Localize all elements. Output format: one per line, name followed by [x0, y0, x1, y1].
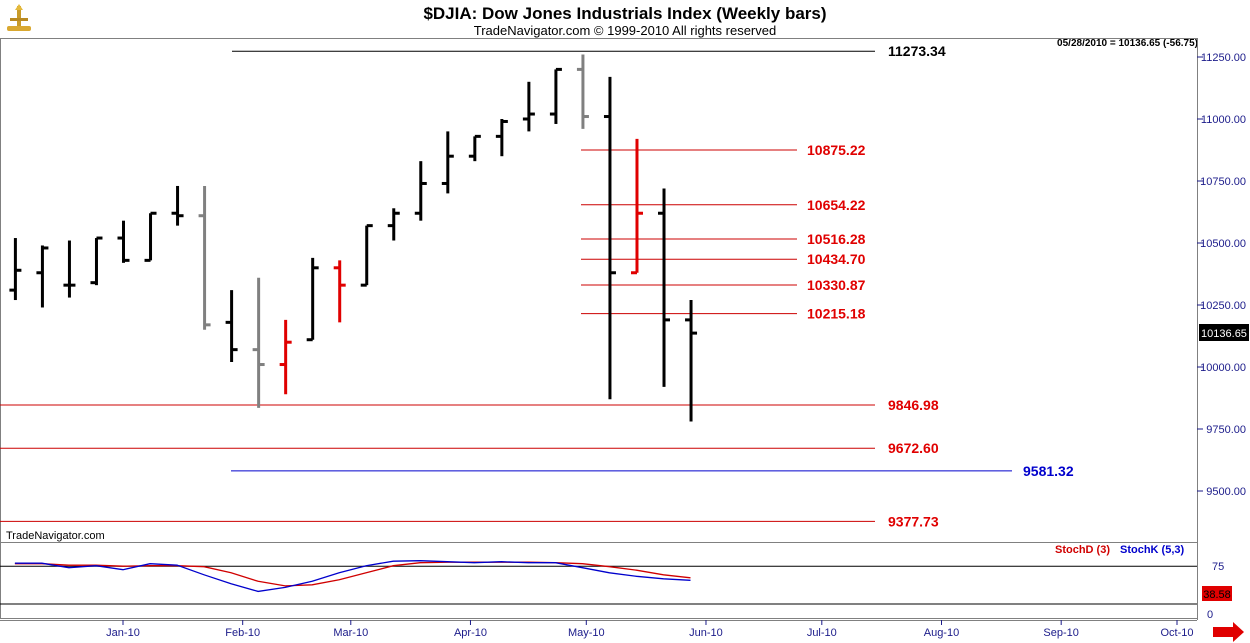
chart-title: $DJIA: Dow Jones Industrials Index (Week…	[423, 4, 827, 23]
ohlc-bar	[387, 208, 400, 241]
ohlc-bar	[549, 67, 562, 124]
level-label: 11273.34	[888, 43, 946, 59]
level-label: 10434.70	[807, 251, 866, 267]
ohlc-bar	[171, 185, 184, 226]
ohlc-bar	[90, 236, 103, 286]
main-panel-frame	[0, 38, 1198, 543]
x-tick-label: Jul-10	[807, 627, 837, 639]
level-label: 10654.22	[807, 197, 866, 213]
ohlc-bar	[603, 76, 616, 400]
price-levels: 11273.34 10875.22 10654.22 10516.28 10434.70…	[0, 43, 1074, 529]
ohlc-bar	[658, 188, 671, 387]
x-tick-label: Aug-10	[924, 627, 959, 639]
x-tick-label: Jan-10	[106, 627, 140, 639]
ohlc-bar	[279, 319, 292, 395]
ohlc-bar	[36, 245, 49, 308]
y-tick-label: 10500.00	[1200, 238, 1246, 250]
stoch-k-legend: StochK (5,3)	[1120, 544, 1185, 556]
ohlc-bar	[685, 300, 698, 422]
stoch-d-line	[14, 561, 691, 587]
stoch-value-tag-bg	[1202, 586, 1232, 601]
stoch-d-legend: StochD (3)	[1055, 544, 1110, 556]
level-label: 10516.28	[807, 231, 866, 247]
ohlc-bar	[441, 131, 454, 194]
y-tick-label: 11000.00	[1201, 114, 1246, 126]
last-price-status: 05/28/2010 = 10136.65 (-56.75)	[1057, 38, 1198, 49]
level-label: 10875.22	[807, 142, 866, 158]
x-tick-label: Oct-10	[1160, 627, 1193, 639]
level-label: 10330.87	[807, 277, 866, 293]
stoch-k-line	[14, 560, 691, 593]
watermark: TradeNavigator.com	[6, 530, 105, 542]
ohlc-bar	[414, 161, 427, 221]
level-label: 9846.98	[888, 397, 939, 413]
x-tick-label: Mar-10	[333, 627, 368, 639]
level-label: 9377.73	[888, 513, 939, 529]
x-tick-label: Jun-10	[689, 627, 723, 639]
ohlc-bar	[576, 54, 589, 129]
ohlc-bar	[63, 240, 76, 298]
y-tick-label: 10000.00	[1200, 362, 1246, 374]
current-price-tag: 10136.65	[1201, 328, 1247, 340]
ohlc-bar	[144, 211, 157, 262]
ohlc-bar	[9, 238, 22, 301]
current-price-tag-bg	[1199, 324, 1249, 341]
ohlc-bar	[630, 138, 643, 275]
ohlc-bar	[306, 257, 319, 342]
stoch-tick-label: 0	[1207, 609, 1213, 621]
indicator-panel-frame	[0, 542, 1198, 619]
ohlc-bars	[9, 54, 698, 422]
ohlc-bar	[468, 134, 481, 162]
ohlc-bar	[198, 185, 211, 330]
trade-navigator-logo-icon	[7, 4, 31, 31]
ohlc-bar	[252, 277, 265, 408]
level-label: 10215.18	[807, 306, 866, 322]
stochastic-panel: 75 0 StochD (3) StochK (5,3)	[0, 544, 1224, 621]
x-tick-label: Sep-10	[1043, 627, 1078, 639]
y-tick-label: 10250.00	[1200, 300, 1246, 312]
y-tick-label: 10750.00	[1200, 176, 1246, 188]
ohlc-bar	[333, 260, 346, 323]
y-tick-label: 9500.00	[1206, 486, 1246, 498]
ohlc-bar	[225, 290, 238, 363]
y-tick-label: 9750.00	[1206, 424, 1246, 436]
scroll-right-arrow-icon[interactable]	[1213, 622, 1244, 642]
date-axis: Jan-10 Feb-10 Mar-10 Apr-10 May-10 Jun-10 Jul-…	[106, 620, 1194, 639]
chart-header: $DJIA: Dow Jones Industrials Index (Week…	[0, 0, 1250, 38]
x-tick-label: Feb-10	[225, 627, 260, 639]
level-label: 9672.60	[888, 440, 939, 456]
y-tick-label: 11250.00	[1201, 52, 1246, 64]
level-label: 9581.32	[1023, 463, 1074, 479]
x-tick-label: May-10	[568, 627, 605, 639]
chart-subtitle: TradeNavigator.com © 1999-2010 All right…	[473, 23, 777, 38]
price-axis: 9500.00 9750.00 10000.00 10250.00 10500.00 10…	[1197, 52, 1246, 498]
stoch-value-tag: 38.58	[1203, 589, 1231, 601]
ohlc-bar	[495, 119, 508, 157]
stoch-tick-label: 75	[1212, 561, 1224, 573]
ohlc-bar	[522, 81, 535, 132]
x-tick-label: Apr-10	[454, 627, 487, 639]
ohlc-bar	[360, 224, 373, 287]
ohlc-bar	[117, 220, 130, 263]
